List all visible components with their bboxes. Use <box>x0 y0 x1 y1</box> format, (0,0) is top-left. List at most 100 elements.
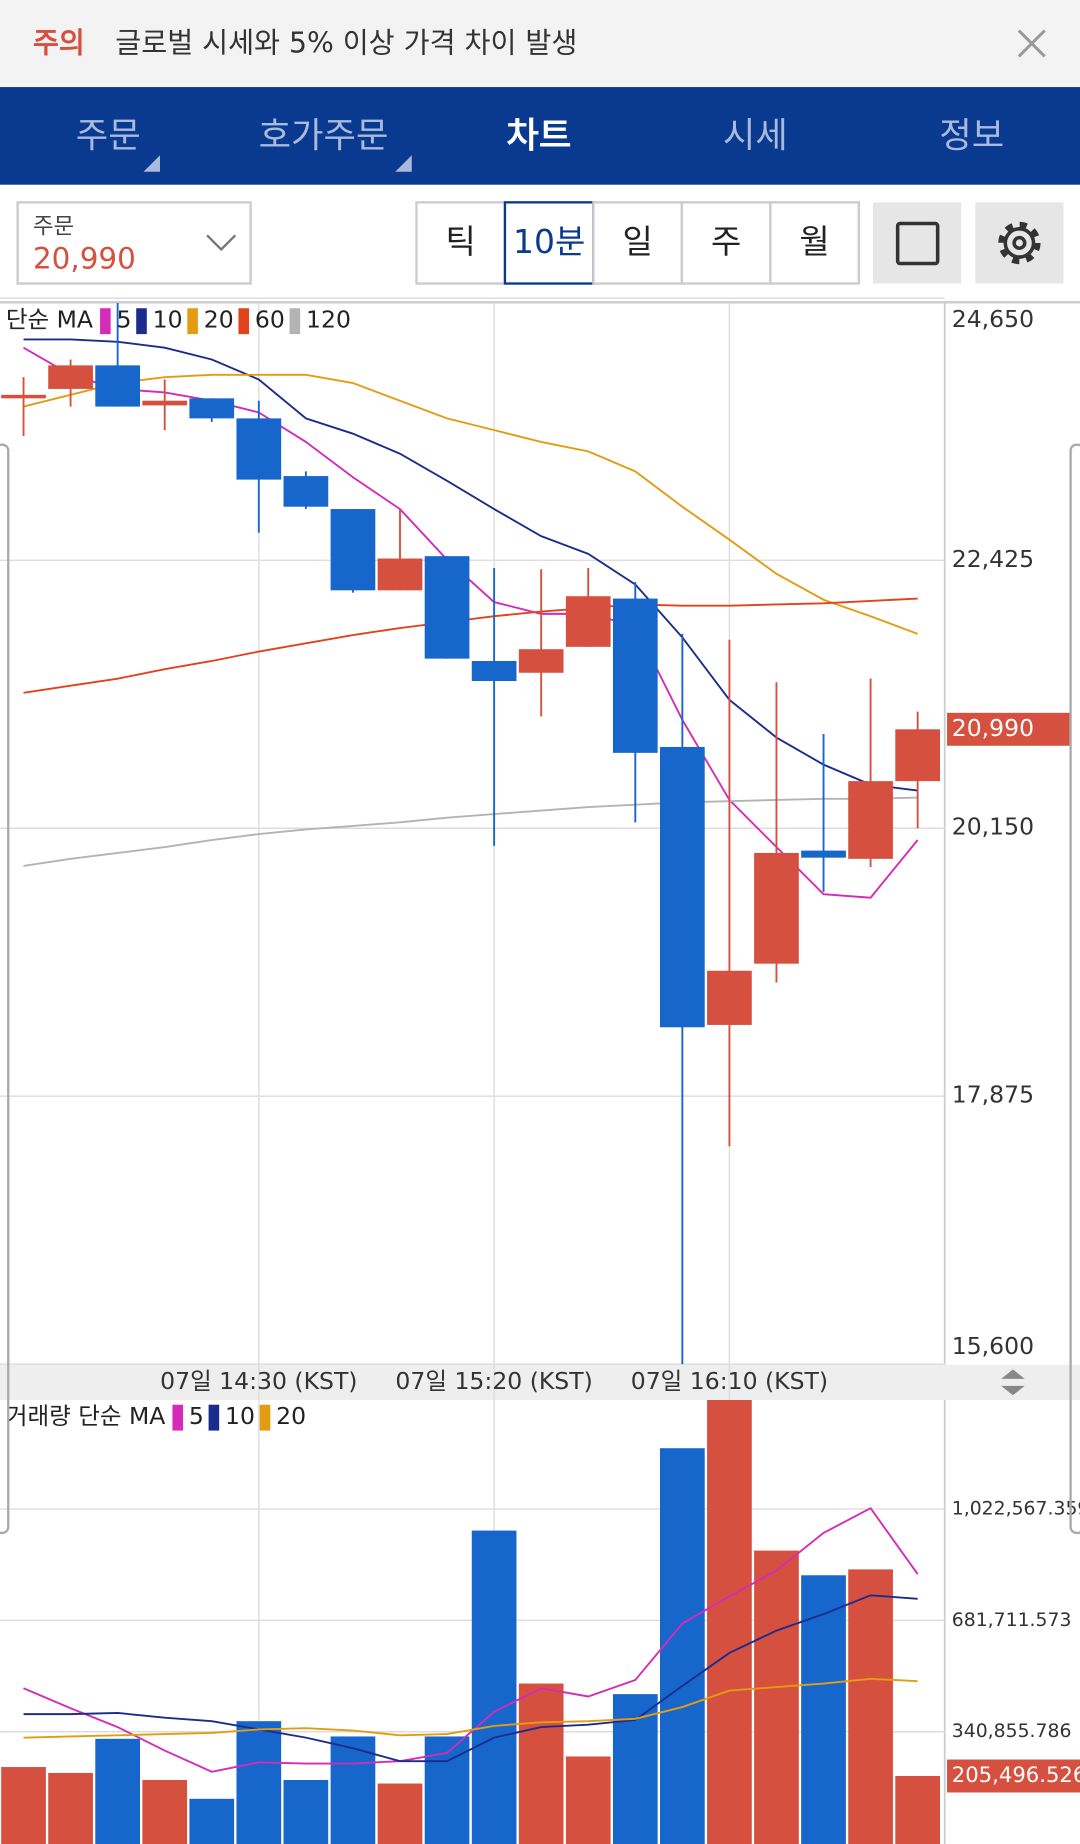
legend-swatch <box>238 308 250 335</box>
price-tag-label: 20,990 <box>952 714 1034 742</box>
volume-bar <box>471 1530 517 1844</box>
dropdown-chevron <box>206 234 237 252</box>
fullscreen-button[interactable] <box>872 202 962 284</box>
x-tick-label: 07일 16:10 (KST) <box>631 1367 828 1395</box>
candle-body <box>236 418 282 480</box>
volume-bar <box>895 1776 940 1844</box>
ma-line <box>23 1594 918 1763</box>
volume-bar <box>236 1721 282 1844</box>
notice-label: 주의 <box>33 27 85 60</box>
legend-swatch <box>208 1404 220 1431</box>
candle-body <box>471 660 517 682</box>
legend-label: 120 <box>306 306 351 334</box>
y-tick-label: 15,600 <box>952 1332 1034 1360</box>
candle-body <box>801 850 846 858</box>
ma-line <box>23 1507 919 1773</box>
ma-line <box>23 346 919 899</box>
y-tick-label: 17,875 <box>952 1081 1034 1109</box>
volume-bar <box>189 1798 235 1844</box>
ma-lines <box>23 338 919 899</box>
volume-bar <box>518 1683 564 1844</box>
legend-title: 단순 MA <box>6 306 93 334</box>
period-button[interactable] <box>769 201 860 285</box>
legend-label: 20 <box>276 1402 306 1430</box>
candle-body <box>707 970 752 1025</box>
candle-body <box>518 649 564 673</box>
candle-body <box>330 509 376 591</box>
volume-bar <box>660 1448 705 1844</box>
period-label: 틱 <box>446 222 476 261</box>
volume-bar <box>707 1399 752 1844</box>
candle-body <box>142 400 188 406</box>
candle-body <box>895 729 940 782</box>
notice-bar <box>0 0 1080 88</box>
volume-bar <box>1 1767 46 1844</box>
tab[interactable]: 시세 <box>723 116 788 157</box>
volume-bar <box>612 1694 658 1844</box>
scroll-indicator-left <box>0 443 10 1535</box>
volume-bar <box>754 1550 799 1844</box>
candle-body <box>377 558 423 591</box>
tab-selected[interactable]: 차트 <box>506 116 571 157</box>
price-tag <box>947 712 1071 746</box>
notice-text: 글로벌 시세와 5% 이상 가격 차이 발생 <box>115 27 577 60</box>
candle-body <box>189 398 235 419</box>
legend-label: 5 <box>189 1402 204 1430</box>
candle-body <box>95 365 140 407</box>
scroll-indicator-right <box>1069 443 1080 1535</box>
period-label: 월 <box>799 222 829 261</box>
candle-body <box>612 598 658 753</box>
legend-swatch <box>136 308 147 335</box>
period-button[interactable] <box>592 201 684 285</box>
volume-tag <box>947 1759 1080 1793</box>
legend-label: 10 <box>225 1402 255 1430</box>
y-tick-label: 340,855.786 <box>952 1721 1072 1742</box>
candle-body <box>424 556 470 659</box>
legend-swatch <box>172 1404 184 1431</box>
legend-title: 거래량 단순 MA <box>6 1402 166 1430</box>
legend-label: 10 <box>153 306 183 334</box>
volume-bar <box>48 1772 93 1844</box>
candles <box>1 302 940 1365</box>
period-button[interactable] <box>415 201 507 285</box>
legend-swatch <box>259 1404 271 1431</box>
candle-body <box>848 781 893 859</box>
y-tick-label: 24,650 <box>952 305 1034 333</box>
ma-line <box>23 338 918 792</box>
close-button[interactable] <box>1017 29 1046 58</box>
candle-body <box>48 365 93 389</box>
y-tick-label: 20,150 <box>952 813 1034 841</box>
x-tick-label: 07일 15:20 (KST) <box>395 1367 592 1395</box>
volume-bars <box>1 1399 940 1844</box>
period-label: 일 <box>622 222 652 261</box>
legend-swatch <box>289 308 301 335</box>
volume-bar <box>283 1779 329 1844</box>
candle-body <box>283 476 329 507</box>
tab[interactable]: 주문 <box>76 116 141 157</box>
candle-body <box>754 852 799 964</box>
nav-bar <box>0 87 1080 185</box>
candle-body <box>565 596 611 647</box>
period-label: 주 <box>711 222 741 261</box>
volume-bar <box>142 1779 188 1844</box>
y-tick-label: 1,022,567.359 <box>952 1498 1080 1519</box>
order-price: 20,990 <box>33 241 136 275</box>
period-button-selected[interactable] <box>503 201 595 285</box>
square-icon <box>895 221 940 266</box>
volume-bar <box>377 1783 423 1844</box>
tab[interactable]: 정보 <box>939 116 1004 157</box>
legend-swatch <box>187 308 198 335</box>
y-tick-label: 681,711.573 <box>952 1610 1072 1631</box>
tab[interactable]: 호가주문 <box>259 116 389 157</box>
volume-bar <box>801 1575 846 1844</box>
time-axis-strip <box>0 1364 1080 1400</box>
ma-line <box>23 796 918 867</box>
candle-body <box>1 394 46 399</box>
ma-lines <box>23 1507 919 1773</box>
x-tick-label: 07일 14:30 (KST) <box>160 1367 357 1395</box>
order-box[interactable] <box>16 201 252 285</box>
ma-line <box>23 1677 918 1739</box>
volume-bar <box>330 1736 376 1844</box>
resize-handle[interactable] <box>1001 1369 1025 1396</box>
